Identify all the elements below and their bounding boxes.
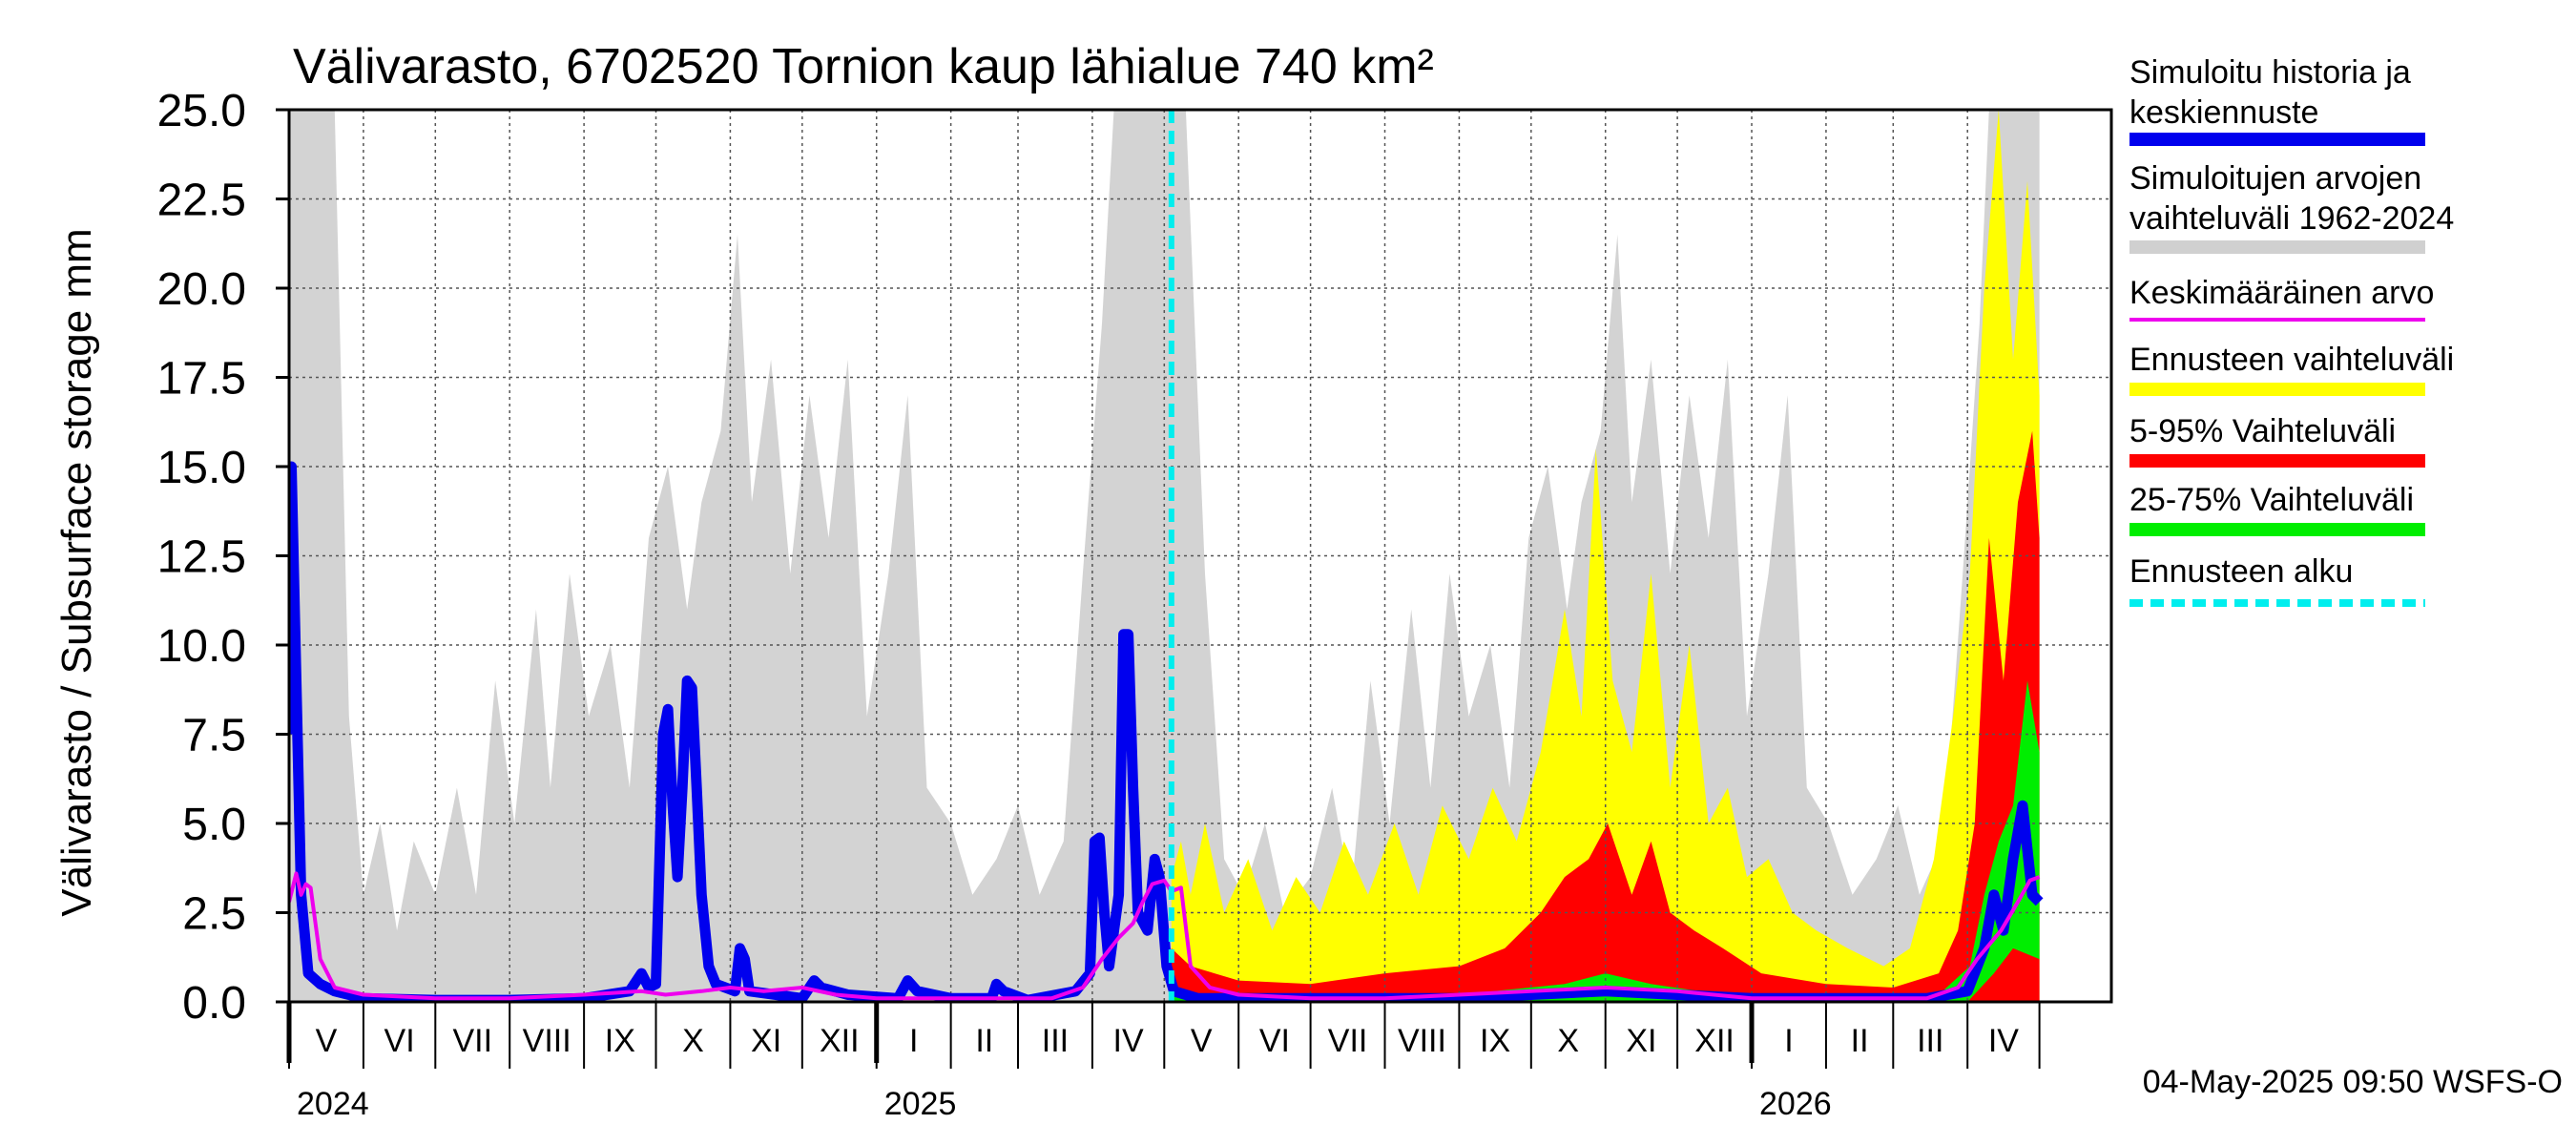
month-label: VI [384, 1023, 415, 1059]
month-label: I [1784, 1023, 1793, 1059]
y-tick-label: 17.5 [157, 354, 246, 405]
legend-label: Ennusteen alku [2129, 553, 2353, 590]
month-label: IV [1113, 1023, 1144, 1059]
series-line-1 [289, 871, 2041, 1001]
legend-label: Keskimääräinen arvo [2129, 275, 2434, 311]
month-label: III [1042, 1023, 1069, 1059]
month-label: X [1557, 1023, 1579, 1059]
month-label: VI [1259, 1023, 1290, 1059]
y-tick-label: 22.5 [157, 176, 246, 226]
grid-lines [289, 110, 2111, 1002]
month-label: I [909, 1023, 918, 1059]
month-label: VIII [1398, 1023, 1446, 1059]
y-tick-label: 15.0 [157, 443, 246, 493]
month-label: V [1191, 1023, 1213, 1059]
y-tick-label: 2.5 [182, 889, 246, 940]
legend-label: Simuloitu historia ja [2129, 54, 2411, 91]
month-label: II [975, 1023, 993, 1059]
month-label: XI [751, 1023, 781, 1059]
legend-label: 5-95% Vaihteluväli [2129, 413, 2396, 449]
y-tick-label: 20.0 [157, 264, 246, 315]
legend-label: vaihteluväli 1962-2024 [2129, 200, 2454, 237]
month-label: IV [1988, 1023, 2019, 1059]
y-tick-label: 12.5 [157, 532, 246, 583]
legend-label: keskiennuste [2129, 94, 2318, 131]
y-axis-label: Välivarasto / Subsurface storage mm [53, 228, 100, 916]
y-tick-label: 10.0 [157, 621, 246, 672]
y-axis: 0.0 2.5 5.0 7.5 10.0 12.5 15.0 17.5 20.0 22.5 25.0 [157, 86, 289, 1029]
month-label: VII [1328, 1023, 1368, 1059]
year-label: 2026 [1759, 1086, 1832, 1122]
y-tick-label: 7.5 [182, 711, 246, 761]
y-tick-label: 5.0 [182, 800, 246, 850]
month-label: III [1917, 1023, 1943, 1059]
month-label: X [682, 1023, 704, 1059]
series-line-0 [289, 461, 2044, 1002]
chart-title: Välivarasto, 6702520 Tornion kaup lähial… [293, 39, 1434, 94]
x-axis: V VI VII VIII IX X XI XII I II III IV V VI VII VIII IX X X… [286, 1000, 2111, 1122]
month-label: XI [1626, 1023, 1656, 1059]
legend-label: 25-75% Vaihteluväli [2129, 482, 2414, 518]
month-label: II [1851, 1023, 1869, 1059]
series-lines [289, 461, 2044, 1002]
legend-label: Simuloitujen arvojen [2129, 160, 2421, 197]
month-label: XII [1694, 1023, 1735, 1059]
band-2 [1171, 430, 2040, 1002]
year-label: 2025 [884, 1086, 957, 1122]
month-label: IX [1480, 1023, 1510, 1059]
y-tick-label: 0.0 [182, 978, 246, 1029]
month-label: VIII [523, 1023, 571, 1059]
month-label: V [316, 1023, 338, 1059]
year-label: 2024 [297, 1086, 369, 1122]
y-tick-label: 25.0 [157, 86, 246, 136]
legend-label: Ennusteen vaihteluväli [2129, 342, 2454, 378]
month-label: XII [820, 1023, 860, 1059]
month-label: IX [605, 1023, 635, 1059]
timestamp-footer: 04-May-2025 09:50 WSFS-O [2143, 1064, 2563, 1100]
month-label: VII [452, 1023, 492, 1059]
